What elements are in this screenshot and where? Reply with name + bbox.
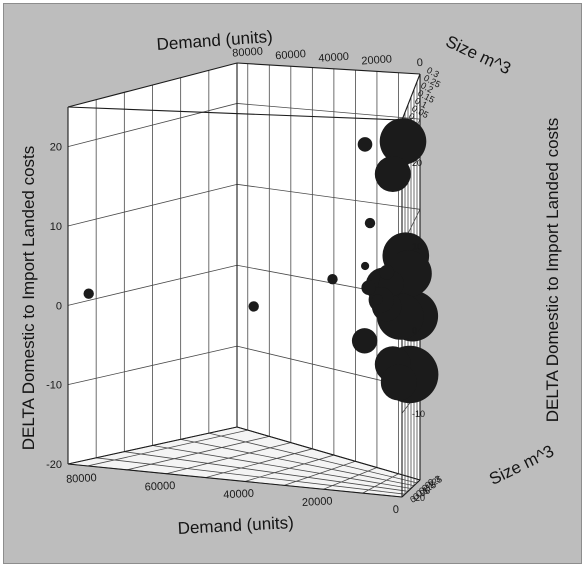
- x-tick-label-top: 80000: [232, 46, 263, 60]
- floor-y-gridline: [124, 451, 409, 492]
- floor-y-gridline: [152, 445, 412, 489]
- box-edge: [67, 106, 403, 121]
- z-axis-title-left: DELTA Domestic to Import Landed costs: [19, 146, 38, 451]
- data-point: [351, 328, 378, 354]
- data-point: [327, 274, 338, 285]
- y-tick-label-bottom: 0.2: [420, 479, 436, 493]
- box-edge: [401, 73, 421, 121]
- z-tick-label-left: -20: [46, 459, 62, 471]
- x-axis-title-bottom: Demand (units): [177, 513, 294, 538]
- y-tick-label-bottom: 0: [408, 494, 417, 505]
- back-wall-z-gridline: [236, 103, 421, 120]
- z-axis-title-right: DELTA Domestic to Import Landed costs: [543, 118, 562, 423]
- data-point: [374, 156, 411, 192]
- y-tick-label-bottom: 0.3: [426, 473, 442, 487]
- z-tick-label-left: 0: [56, 300, 62, 312]
- data-point: [361, 261, 370, 271]
- z-tick-label-right: -20: [412, 493, 425, 503]
- y-axis-title-bottom: Size m^3: [486, 441, 557, 488]
- box-edge: [401, 479, 421, 498]
- y-tick-label-top: 0: [407, 111, 416, 122]
- floor-y-gridline: [96, 457, 406, 495]
- data-point: [361, 280, 377, 296]
- x-tick-label-top: 60000: [275, 48, 306, 62]
- z-tick-label-right: -10: [412, 409, 425, 419]
- floor: [68, 427, 420, 497]
- x-tick-label-bottom: 60000: [144, 480, 175, 494]
- x-tick-label-top: 20000: [361, 53, 392, 67]
- x-tick-label-bottom: 20000: [302, 495, 333, 509]
- z-tick-label-left: -10: [46, 380, 62, 392]
- box-edge: [236, 426, 421, 481]
- data-point: [372, 294, 383, 305]
- back-wall-z-gridline: [236, 183, 421, 210]
- data-point: [83, 288, 94, 299]
- y-tick-label-bottom: 0.1: [414, 485, 430, 499]
- data-point: [357, 137, 373, 152]
- floor-y-gridline: [208, 432, 418, 484]
- floor-y-gridline: [180, 438, 415, 487]
- z-tick-label-left: 20: [50, 142, 62, 154]
- x-tick-label-bottom: 0: [392, 504, 399, 516]
- x-tick-label-bottom: 40000: [223, 488, 254, 502]
- x-tick-label-top: 0: [416, 57, 423, 69]
- back-wall: [237, 63, 420, 480]
- data-point: [380, 364, 417, 401]
- box-edge: [67, 426, 238, 465]
- z-tick-label-left: 10: [50, 221, 62, 233]
- z-tick-label-right: 0: [412, 325, 417, 335]
- data-point: [379, 118, 427, 165]
- y-axis-title-top: Size m^3: [443, 32, 514, 79]
- data-point: [364, 217, 376, 229]
- z-tick-label-right: 10: [412, 242, 422, 252]
- box-edge: [67, 62, 238, 108]
- data-points: [83, 118, 439, 404]
- x-tick-label-bottom: 80000: [66, 472, 97, 486]
- box-edge: [67, 463, 403, 498]
- z-tick-label-right: 20: [412, 158, 422, 168]
- data-point: [248, 301, 259, 312]
- box-edge: [236, 62, 421, 75]
- data-point: [379, 264, 395, 280]
- x-tick-label-top: 40000: [318, 51, 349, 65]
